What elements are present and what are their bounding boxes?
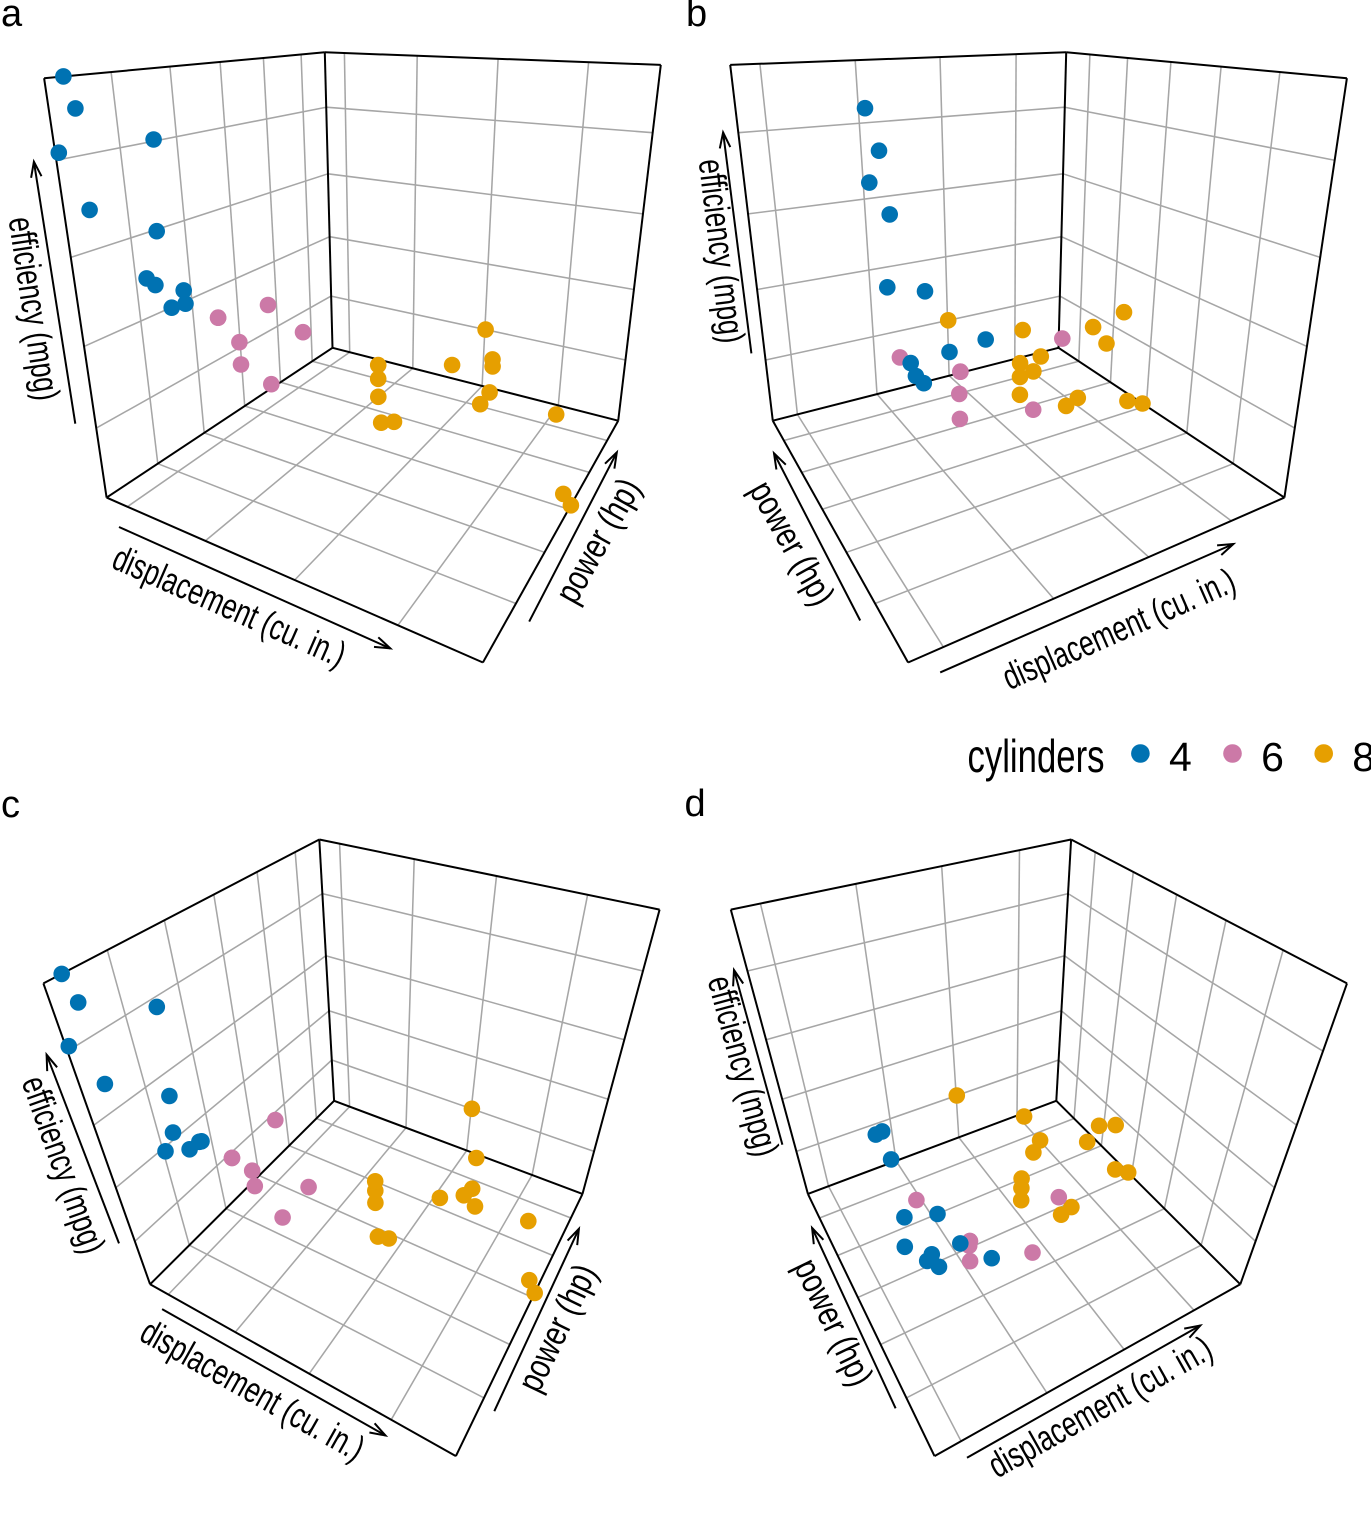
svg-text:cylinders: cylinders (968, 730, 1105, 782)
svg-text:4: 4 (1169, 734, 1192, 780)
svg-text:6: 6 (1261, 734, 1284, 780)
svg-text:c: c (1, 784, 20, 826)
svg-text:b: b (686, 0, 707, 35)
svg-text:d: d (685, 783, 706, 825)
svg-text:a: a (1, 0, 23, 35)
svg-text:8: 8 (1352, 734, 1371, 780)
